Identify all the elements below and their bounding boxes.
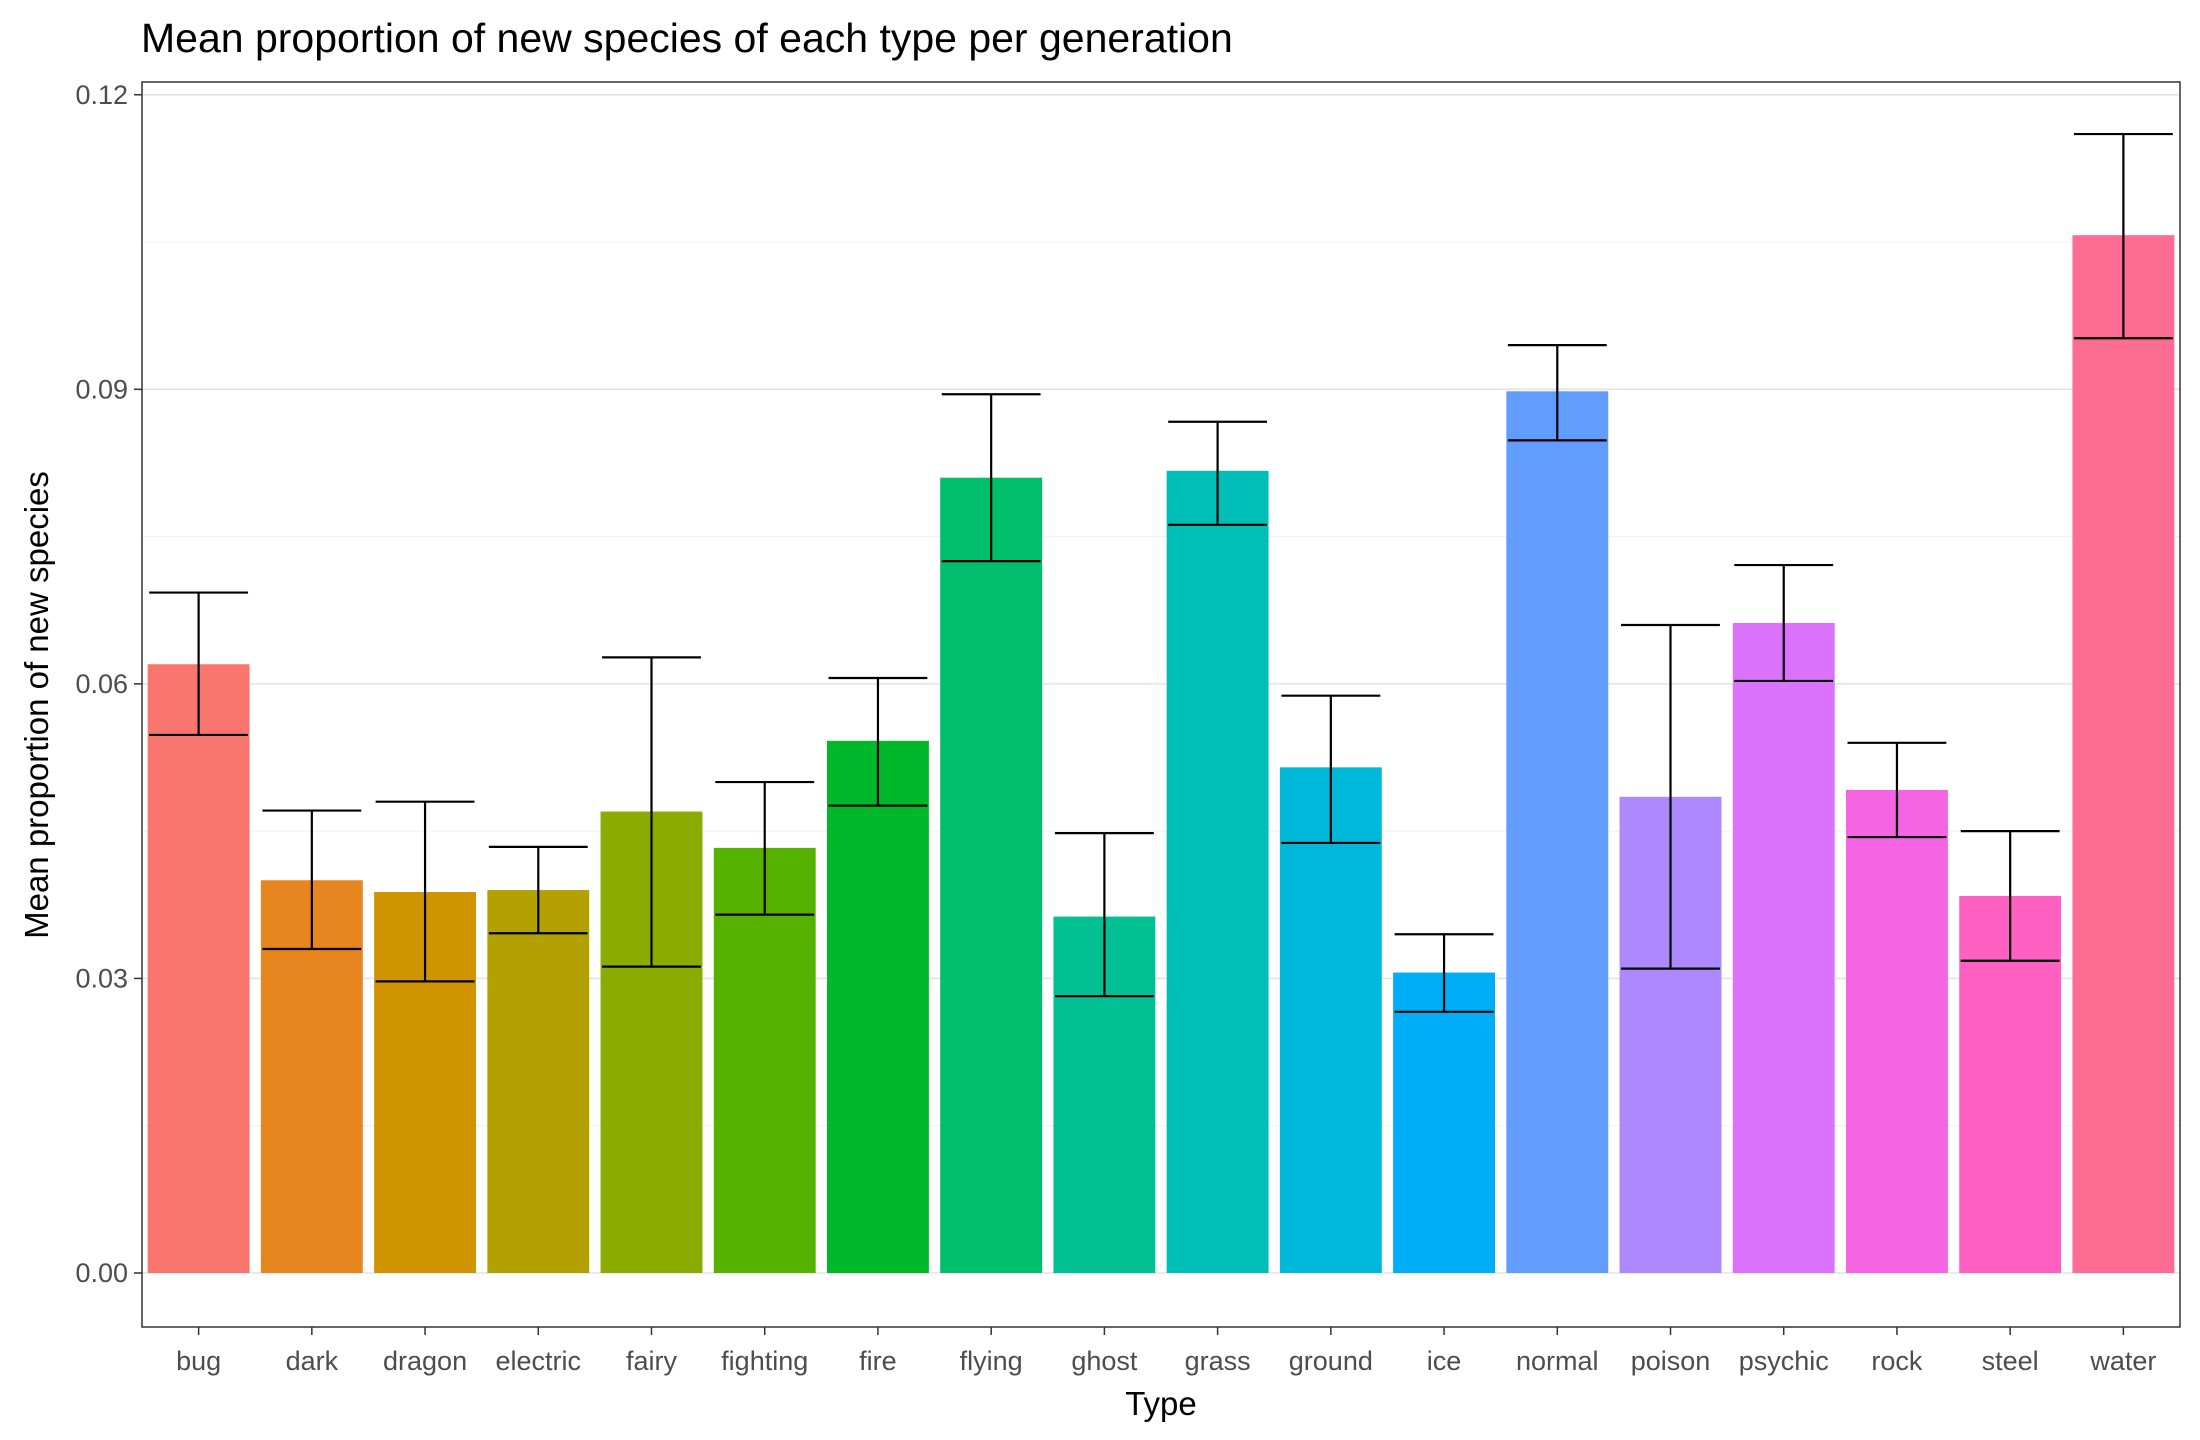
x-tick-label: grass — [1185, 1346, 1251, 1376]
x-tick-label: bug — [176, 1346, 221, 1376]
x-axis: bug dark dragon electric fairy fighting fire fl… — [176, 1327, 2156, 1376]
x-tick-label: dragon — [383, 1346, 467, 1376]
x-tick-label: psychic — [1739, 1346, 1829, 1376]
y-axis: 0.00 0.03 0.06 0.09 0.12 — [75, 80, 142, 1288]
x-tick-label: ground — [1289, 1346, 1373, 1376]
bar-bug — [147, 664, 250, 1273]
bar-flying — [940, 477, 1043, 1273]
error-bar-ice — [1394, 933, 1494, 1013]
bars — [147, 235, 2175, 1273]
bar-ice — [1393, 972, 1496, 1273]
chart-title: Mean proportion of new species of each t… — [141, 15, 1233, 61]
bar-rock — [1845, 789, 1948, 1273]
plot-panel-border — [141, 81, 2181, 1328]
x-tick-label: ice — [1427, 1346, 1462, 1376]
x-tick-label: normal — [1516, 1346, 1599, 1376]
x-tick-label: rock — [1871, 1346, 1923, 1376]
bar-ground — [1279, 767, 1382, 1273]
error-bar-poison — [1621, 623, 1720, 970]
error-bar-steel — [1960, 830, 2060, 962]
error-bar-ground — [1281, 694, 1381, 845]
y-tick-label: 0.12 — [75, 80, 128, 110]
y-axis-title: Mean proportion of new species — [18, 471, 55, 939]
error-bar-electric — [488, 845, 588, 935]
bar-psychic — [1732, 623, 1835, 1273]
error-bar-normal — [1507, 344, 1607, 442]
error-bar-fighting — [715, 780, 815, 916]
x-tick-label: steel — [1982, 1346, 2039, 1376]
error-bar-water — [2073, 132, 2173, 340]
x-axis-title: Type — [1125, 1385, 1197, 1422]
bar-grass — [1166, 470, 1269, 1273]
x-tick-label: water — [2089, 1346, 2156, 1376]
y-tick-label: 0.06 — [75, 669, 128, 699]
y-tick-label: 0.00 — [75, 1258, 128, 1288]
error-bars — [149, 132, 2173, 1013]
x-tick-label: poison — [1631, 1346, 1711, 1376]
x-tick-label: fairy — [626, 1346, 678, 1376]
y-tick-label: 0.09 — [75, 374, 128, 404]
error-bar-rock — [1847, 741, 1947, 839]
error-bar-fire — [828, 676, 928, 807]
error-bar-grass — [1168, 420, 1268, 526]
x-tick-label: electric — [496, 1346, 582, 1376]
error-bar-ghost — [1054, 832, 1154, 998]
error-bar-flying — [941, 393, 1041, 563]
y-tick-label: 0.03 — [75, 963, 128, 993]
bar-normal — [1506, 391, 1609, 1273]
bar-electric — [487, 890, 590, 1273]
error-bar-bug — [149, 591, 249, 737]
error-bar-dragon — [375, 800, 475, 983]
x-tick-label: flying — [960, 1346, 1023, 1376]
grid-lines — [142, 93, 2180, 1274]
error-bar-psychic — [1734, 563, 1834, 683]
x-tick-label: ghost — [1071, 1346, 1138, 1376]
x-tick-label: dark — [286, 1346, 339, 1376]
bar-fire — [826, 740, 929, 1273]
bar-fighting — [713, 847, 816, 1273]
error-bar-dark — [262, 809, 362, 951]
x-tick-label: fire — [859, 1346, 897, 1376]
error-bar-fairy — [602, 656, 701, 968]
x-tick-label: fighting — [721, 1346, 808, 1376]
bar-water — [2072, 235, 2175, 1273]
